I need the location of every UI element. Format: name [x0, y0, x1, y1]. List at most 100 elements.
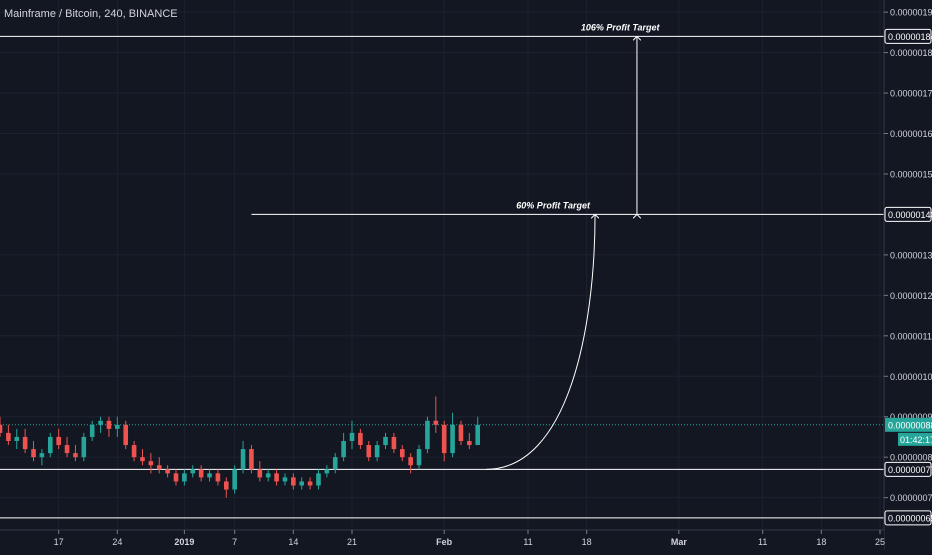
candle: [64, 436, 70, 458]
candle-body: [156, 465, 162, 470]
level-price-label: 0.00000077: [888, 465, 932, 475]
candle: [123, 420, 129, 450]
candle-body: [341, 440, 346, 458]
candle: [31, 440, 36, 462]
candle-body: [14, 436, 20, 441]
candle: [81, 432, 87, 462]
candle-body: [64, 445, 70, 454]
countdown-badge: [898, 432, 932, 446]
candle: [307, 477, 313, 490]
candle: [291, 473, 296, 490]
candle: [106, 416, 112, 437]
candle: [148, 453, 154, 474]
candle-body: [39, 453, 45, 458]
level-price-badge: [884, 206, 932, 222]
candle-body: [148, 461, 154, 466]
x-tick-label: 11: [523, 537, 532, 547]
profit-target-label: 106% Profit Target: [581, 22, 661, 32]
candle: [207, 469, 212, 482]
x-tick-label: 18: [582, 537, 592, 547]
candle-body: [198, 469, 204, 478]
candle-body: [98, 420, 103, 425]
candle-body: [416, 449, 422, 466]
candle: [47, 432, 53, 458]
candle: [240, 440, 246, 474]
candle: [249, 445, 254, 474]
candle: [182, 469, 187, 486]
candle: [332, 453, 338, 474]
candle: [274, 469, 279, 486]
candle-body: [408, 457, 413, 466]
candle-body: [475, 424, 481, 446]
candle: [408, 453, 413, 474]
candle-body: [307, 481, 313, 486]
candle: [223, 477, 229, 498]
candle: [349, 420, 355, 450]
candle-body: [240, 449, 246, 470]
candle-body: [165, 469, 170, 474]
level-price-label: 0.00000065: [888, 513, 932, 523]
candle-body: [441, 424, 447, 454]
projection-curve-arrow: [486, 214, 595, 470]
candle-body: [115, 424, 120, 429]
candle: [416, 445, 422, 470]
level-price-label: 0.00000140: [888, 210, 932, 220]
x-tick-label: 24: [112, 537, 122, 547]
candle-body: [56, 436, 61, 446]
candle: [165, 465, 170, 478]
candle-body: [433, 420, 439, 425]
x-tick-label: 2019: [174, 537, 194, 547]
candle-body: [249, 449, 254, 470]
candle: [366, 440, 372, 462]
candle-body: [316, 473, 321, 486]
candle-body: [324, 469, 330, 474]
candle-body: [47, 436, 53, 454]
candle-body: [265, 473, 271, 478]
candle: [140, 449, 145, 466]
current-price-badge: [885, 417, 932, 432]
candle: [14, 428, 20, 450]
candle: [341, 432, 346, 462]
candle-body: [291, 477, 296, 486]
candle-body: [31, 449, 36, 458]
candle: [89, 420, 95, 441]
x-tick-label: 11: [758, 537, 767, 547]
x-tick-label: Mar: [671, 537, 688, 547]
candle: [215, 469, 221, 486]
candle-body: [131, 445, 137, 458]
candle-body: [282, 477, 288, 482]
candle: [282, 473, 288, 486]
candle-body: [399, 449, 405, 458]
candle: [399, 445, 405, 462]
candle-body: [366, 445, 372, 458]
candle-body: [450, 424, 455, 454]
current-price-label: 0.00000088: [888, 420, 932, 430]
candle: [0, 416, 3, 437]
candle-body: [232, 469, 237, 490]
candle-body: [6, 432, 11, 441]
level-price-badge: [884, 510, 932, 526]
chart-title: Mainframe / Bitcoin, 240, BINANCE: [4, 8, 178, 20]
candle: [6, 424, 11, 446]
candle-body: [299, 481, 305, 486]
candle-body: [215, 473, 221, 482]
candle: [115, 416, 120, 437]
candle-body: [257, 469, 263, 478]
level-price-label: 0.00000184: [888, 32, 932, 42]
candle: [374, 440, 380, 462]
candle: [299, 477, 305, 490]
candle-body: [391, 436, 397, 450]
x-tick-label: 17: [54, 537, 64, 547]
price-axis: [884, 0, 932, 550]
level-price-badge: [884, 461, 932, 477]
candle-body: [425, 420, 430, 450]
candle: [190, 465, 196, 478]
candle: [22, 428, 28, 454]
